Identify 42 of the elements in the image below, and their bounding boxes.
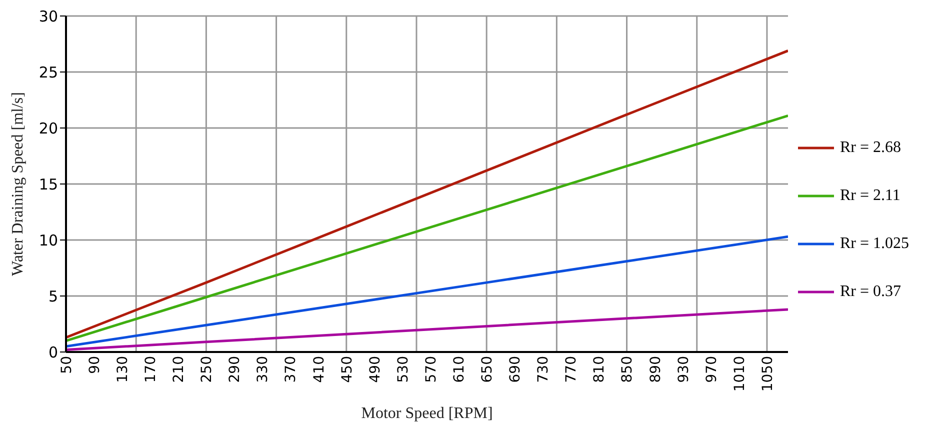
x-tick-label: 610 xyxy=(451,356,468,383)
y-tick-label: 15 xyxy=(38,175,58,194)
x-tick-label: 410 xyxy=(311,356,328,383)
x-tick-label: 730 xyxy=(536,356,552,383)
line-series xyxy=(66,114,788,342)
x-tick-label: 490 xyxy=(367,356,384,383)
y-tick-label: 20 xyxy=(38,119,58,138)
legend-label: Rr = 1.025 xyxy=(840,235,910,253)
x-tick-label: 570 xyxy=(423,356,440,383)
y-tick-label: 10 xyxy=(38,231,58,250)
y-tick-label: 0 xyxy=(48,343,58,362)
legend-label: Rr = 2.11 xyxy=(840,187,900,205)
x-tick-label: 810 xyxy=(592,356,608,383)
x-tick-label: 250 xyxy=(199,356,216,383)
x-tick-label: 970 xyxy=(704,356,720,383)
x-tick-label: 130 xyxy=(115,356,132,383)
x-tick-label: 1050 xyxy=(760,356,776,392)
x-axis-title: Motor Speed [RPM] xyxy=(361,405,493,422)
x-tick-label: 770 xyxy=(564,356,580,383)
y-axis-title: Water Draining Speed [ml/s] xyxy=(10,92,26,276)
y-tick-label: 5 xyxy=(48,287,58,306)
y-tick-label: 25 xyxy=(38,63,58,82)
x-tick-label: 450 xyxy=(339,356,356,383)
x-tick-label: 210 xyxy=(171,356,188,383)
line-series xyxy=(66,49,788,339)
x-tick-label: 930 xyxy=(676,356,692,383)
x-tick-label: 330 xyxy=(255,356,272,383)
x-tick-label: 890 xyxy=(648,356,664,383)
line-series xyxy=(66,235,788,348)
x-tick-label: 370 xyxy=(283,356,300,383)
x-tick-label: 1010 xyxy=(732,356,748,392)
legend-label: Rr = 0.37 xyxy=(840,283,902,301)
x-tick-label: 290 xyxy=(227,356,244,383)
x-tick-label: 170 xyxy=(143,356,160,383)
x-tick-label: 530 xyxy=(395,356,412,383)
x-tick-label: 690 xyxy=(508,356,524,383)
x-tick-label: 90 xyxy=(86,356,103,374)
x-tick-label: 650 xyxy=(480,356,496,383)
y-tick-label: 30 xyxy=(38,7,58,26)
x-tick-label: 850 xyxy=(620,356,636,383)
x-tick-label: 50 xyxy=(58,356,75,374)
legend-label: Rr = 2.68 xyxy=(840,139,902,157)
